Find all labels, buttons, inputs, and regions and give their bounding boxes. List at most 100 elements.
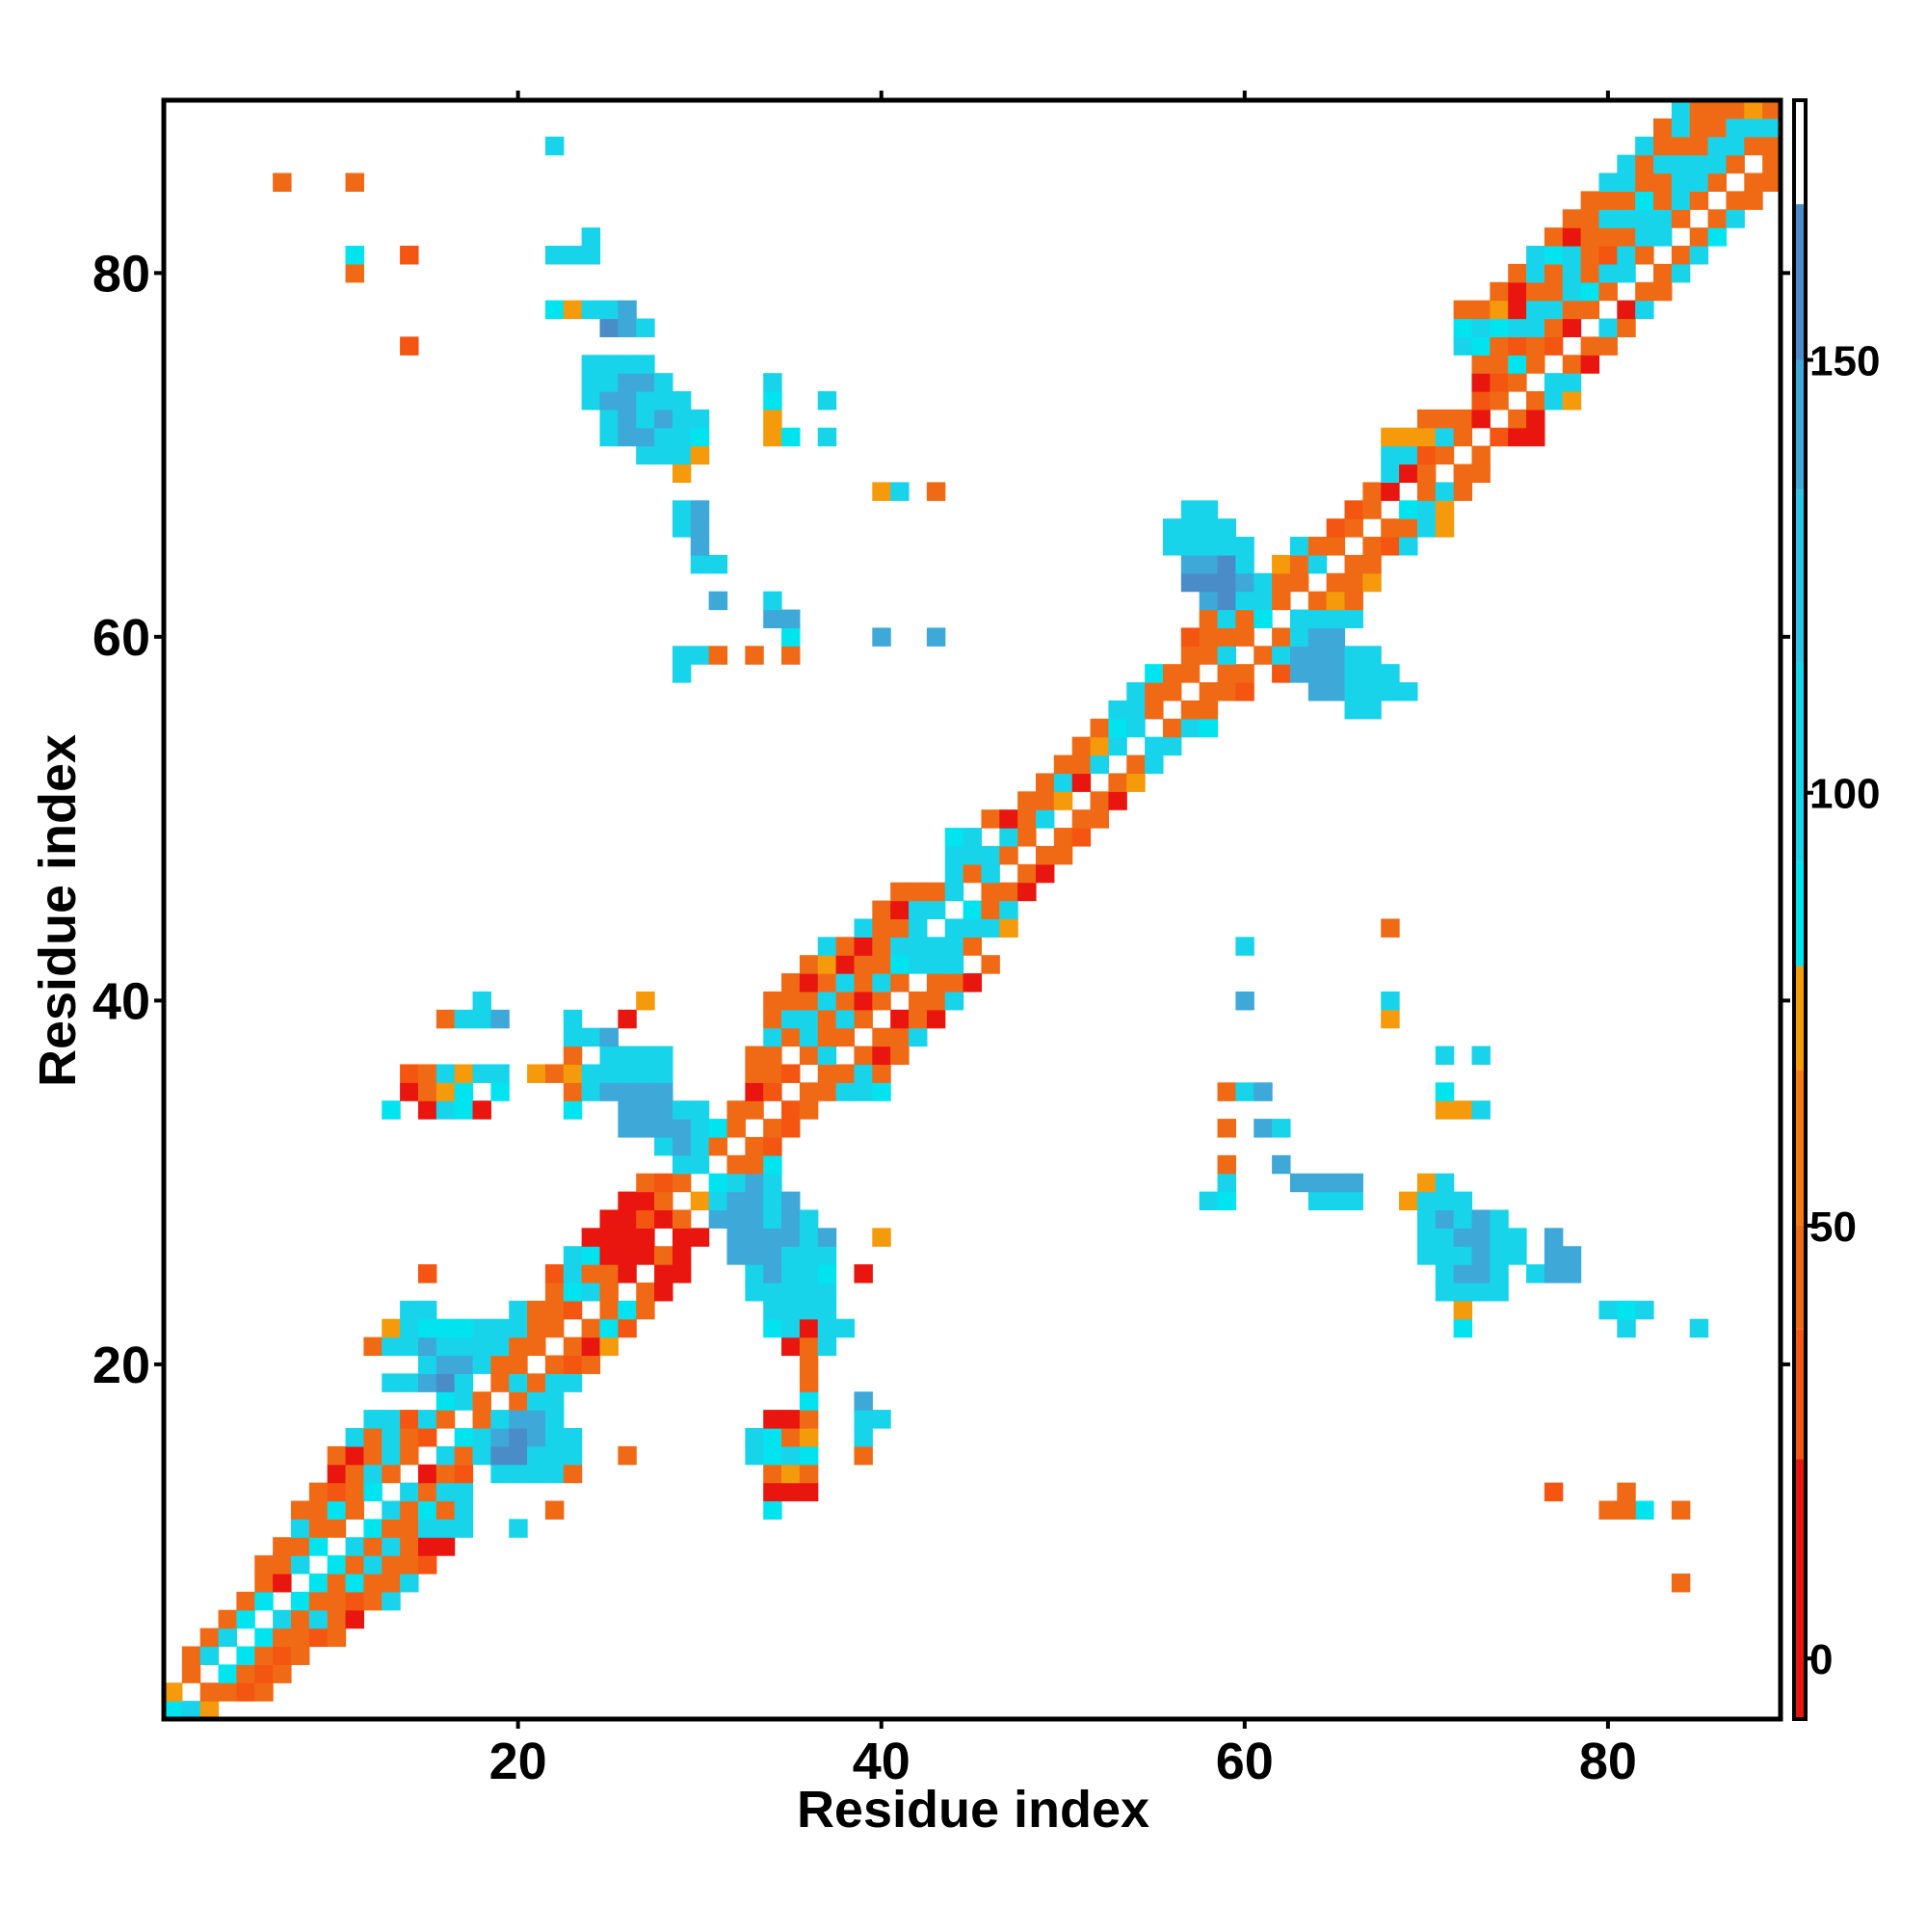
heatmap-cell: [618, 1082, 637, 1101]
heatmap-cell: [854, 1009, 873, 1029]
heatmap-cell: [345, 1482, 364, 1502]
heatmap-cell: [1635, 136, 1654, 156]
heatmap-cell: [1344, 609, 1363, 629]
heatmap-cell: [599, 373, 619, 392]
heatmap-cell: [1453, 463, 1473, 484]
heatmap-cell: [400, 1300, 419, 1320]
heatmap-cell: [1453, 427, 1473, 447]
heatmap-cell: [290, 1646, 310, 1665]
heatmap-cell: [999, 900, 1018, 920]
heatmap-cell: [1453, 482, 1473, 501]
heatmap-cell: [672, 1264, 692, 1284]
heatmap-cell: [527, 1064, 546, 1083]
heatmap-cell: [400, 336, 419, 356]
heatmap-cell: [636, 1045, 655, 1066]
heatmap-cell: [745, 1136, 764, 1156]
heatmap-cell: [273, 1609, 292, 1629]
heatmap-cell: [599, 1300, 619, 1320]
heatmap-cell: [382, 1373, 401, 1392]
heatmap-cell: [1544, 281, 1564, 302]
heatmap-cell: [799, 1391, 819, 1411]
heatmap-cell: [544, 1355, 565, 1374]
heatmap-cell: [636, 1064, 655, 1083]
heatmap-cell: [308, 1628, 329, 1648]
heatmap-cell: [708, 554, 728, 574]
heatmap-cell: [1090, 754, 1109, 775]
heatmap-cell: [382, 1318, 401, 1338]
heatmap-cell: [781, 1300, 801, 1320]
heatmap-cell: [817, 427, 837, 447]
heatmap-cell: [382, 1337, 401, 1357]
heatmap-cell: [436, 1355, 456, 1374]
heatmap-cell: [817, 391, 837, 410]
heatmap-cell: [345, 246, 364, 265]
heatmap-cell: [1435, 1173, 1455, 1193]
heatmap-cell: [1562, 1246, 1582, 1265]
heatmap-cell: [817, 1337, 837, 1357]
heatmap-cell: [981, 918, 1000, 938]
heatmap-cell: [1580, 227, 1600, 247]
heatmap-cell: [1416, 445, 1437, 465]
heatmap-cell: [1435, 409, 1455, 429]
heatmap-cell: [1435, 500, 1455, 519]
heatmap-cell: [1617, 1482, 1636, 1502]
heatmap-cell: [254, 1664, 274, 1683]
heatmap-cell: [400, 1373, 419, 1392]
heatmap-cell: [563, 1246, 583, 1265]
heatmap-cell: [909, 882, 928, 902]
heatmap-cell: [544, 1445, 565, 1466]
heatmap-cell: [1090, 736, 1109, 756]
heatmap-cell: [654, 1264, 673, 1284]
heatmap-cell: [1399, 463, 1418, 484]
heatmap-cell: [745, 1154, 764, 1175]
heatmap-cell: [1035, 863, 1055, 884]
heatmap-cell: [854, 955, 873, 974]
heatmap-cell: [618, 409, 637, 429]
heatmap-cell: [490, 1337, 510, 1357]
heatmap-cell: [1562, 355, 1582, 374]
heatmap-cell: [799, 1427, 819, 1447]
heatmap-cell: [563, 1282, 583, 1302]
heatmap-cell: [1199, 627, 1219, 647]
heatmap-cell: [745, 646, 764, 665]
heatmap-cell: [345, 172, 364, 192]
heatmap-cell: [472, 1391, 491, 1411]
heatmap-cell: [472, 1064, 491, 1083]
heatmap-cell: [454, 1427, 474, 1447]
heatmap-cell: [1471, 1264, 1491, 1284]
heatmap-cell: [1416, 1173, 1437, 1193]
heatmap-cell: [763, 409, 782, 429]
heatmap-cell: [781, 1100, 801, 1120]
heatmap-cell: [726, 1209, 746, 1229]
heatmap-cell: [1254, 1082, 1273, 1101]
heatmap-cell: [181, 1646, 201, 1665]
heatmap-cell: [672, 1209, 692, 1229]
heatmap-cell: [436, 1373, 456, 1392]
heatmap-cell: [563, 1355, 583, 1374]
heatmap-cell: [290, 1519, 310, 1538]
heatmap-cell: [1017, 828, 1037, 847]
heatmap-cell: [1053, 791, 1073, 810]
heatmap-cell: [599, 1337, 619, 1357]
heatmap-cell: [963, 973, 983, 992]
heatmap-cell: [763, 1082, 782, 1101]
heatmap-cell: [1416, 518, 1437, 538]
heatmap-cell: [527, 1373, 546, 1392]
heatmap-cell: [1362, 572, 1382, 593]
heatmap-cell: [763, 427, 782, 447]
heatmap-cell: [1544, 1228, 1564, 1247]
heatmap-cell: [1217, 627, 1236, 647]
heatmap-cell: [1726, 136, 1745, 156]
heatmap-cell: [199, 1682, 220, 1702]
heatmap-cell: [400, 1082, 419, 1101]
heatmap-cell: [944, 845, 964, 865]
heatmap-cell: [1180, 554, 1201, 574]
heatmap-cell: [1307, 682, 1328, 701]
heatmap-cell: [926, 1009, 946, 1029]
heatmap-cell: [1381, 991, 1400, 1011]
heatmap-cell: [926, 900, 946, 920]
heatmap-cell: [1635, 300, 1654, 320]
heatmap-cell: [1671, 172, 1691, 192]
heatmap-cell: [1381, 463, 1400, 484]
heatmap-cell: [273, 172, 292, 192]
